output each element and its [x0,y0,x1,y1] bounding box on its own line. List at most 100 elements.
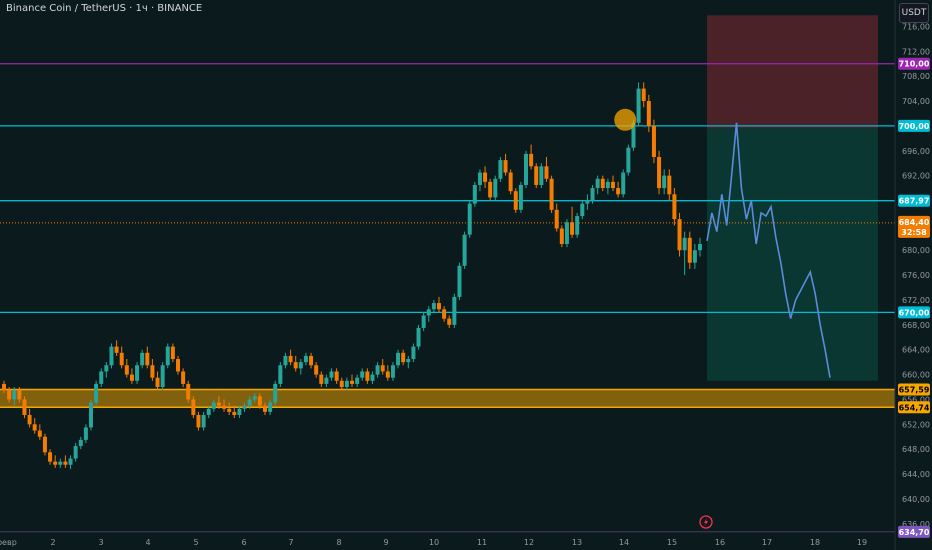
level-670-00-badge-label: 670,00 [899,308,930,317]
candle-body [657,156,662,189]
candle-body [457,265,462,297]
candle-body [73,446,78,459]
y-tick-label: 668,00 [902,321,930,330]
candle-body [698,244,702,251]
candle-body [518,184,523,210]
candle-body [278,365,283,384]
level-670-00-badge [898,306,930,319]
candle-body [575,216,580,235]
candle-body [324,377,329,384]
candle-body [385,371,390,378]
y-tick-label: 672,00 [902,296,930,305]
y-tick-label: 656,00 [902,395,930,404]
candle-body [616,188,621,195]
candle-body [176,359,180,372]
candle-body [227,408,232,412]
level-634-70-badge [898,525,930,538]
candle-body [252,396,257,400]
candle-body [339,380,344,388]
x-tick-label: 4 [145,538,150,547]
zones-layer [0,15,895,409]
candle-body [78,439,83,447]
candle-body [380,365,385,372]
candle-body [268,402,273,412]
x-tick-label: 5 [193,538,198,547]
y-tick-label: 652,00 [902,420,930,429]
candle-body [677,219,682,251]
candle-body [350,380,354,384]
candle-body [344,380,349,388]
candle-body [37,430,42,437]
y-tick-label: 704,00 [902,97,930,106]
candle-body [513,191,518,210]
candle-body [549,178,554,210]
candle-body [58,461,63,465]
y-tick-label: 692,00 [902,172,930,181]
candle-body [2,383,6,391]
take-profit-zone [707,128,878,381]
candle-body [631,122,636,148]
level-700-00-badge-label: 700,00 [899,122,930,131]
level-634-70-badge-label: 634,70 [899,528,930,537]
candle-body [600,178,605,189]
candle-body [242,405,247,409]
candle-body [119,352,124,366]
candle-body [646,101,651,126]
time-axis[interactable]: февр 2 3 4 5 6 7 8 9 10 11 12 13 14 15 16 17 18 19 [0,531,895,547]
candle-body [186,383,191,400]
candle-body [462,234,467,266]
candle-body [48,452,53,462]
candle-body [32,424,37,431]
candle-body [124,365,129,375]
candle-body [524,153,528,185]
candle-body [636,88,641,123]
level-710-00-badge-label: 710,00 [899,60,930,69]
candle-body [165,346,170,366]
symbol-title[interactable]: Binance Coin / TetherUS · 1ч · BINANCE [6,3,203,14]
x-tick-label: 10 [429,538,439,547]
candle-body [201,414,206,428]
candle-body [442,309,447,319]
candle-body [206,408,211,415]
y-tick-label: 712,00 [902,47,930,56]
candle-body [191,399,196,415]
candle-body [237,408,242,415]
y-tick-label: 696,00 [902,147,930,156]
candle-body [42,436,47,453]
candle-body [595,178,600,189]
highlight-circle-marker [614,108,637,131]
level-687-97-badge-label: 687,97 [899,197,930,206]
candle-body [452,296,457,325]
candle-body [672,194,677,220]
x-tick-label: 7 [288,538,293,547]
candle-body [360,371,365,378]
candle-body [293,362,298,369]
candle-body [431,303,436,310]
x-tick-label: 13 [572,538,582,547]
candle-body [109,346,114,366]
candle-body [129,374,134,381]
candle-body [298,362,303,369]
markers-layer [614,108,713,529]
candle-body [145,352,150,366]
candle-body [150,365,155,378]
currency-button[interactable]: USDT [899,3,929,23]
candle-body [667,175,672,195]
level-687-97-badge [898,194,930,207]
candle-body [682,237,687,251]
candle-body [22,399,27,415]
x-tick-label: 16 [715,538,725,547]
support-top-badge-label: 657,59 [899,386,930,395]
price-axis[interactable]: 716,00 712,00 708,00 704,00 700,00 696,00 692,… [894,0,932,550]
candle-body [216,402,221,406]
candle-body [370,374,375,381]
candle-body [334,371,339,381]
candle-body [406,359,411,363]
candle-body [263,405,267,412]
candle-body [411,346,416,360]
candle-body [355,377,360,384]
lightning-icon [704,518,708,526]
candle-body [211,402,216,409]
x-tick-label: 12 [524,538,534,547]
